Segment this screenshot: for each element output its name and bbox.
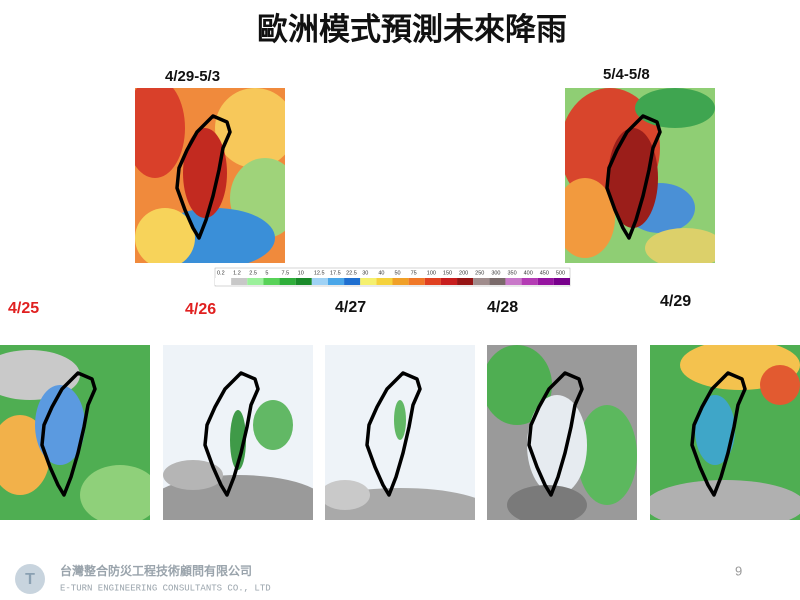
scale-label: 75 xyxy=(411,270,417,276)
rain-map xyxy=(650,345,800,520)
scale-label: 200 xyxy=(459,270,468,276)
scale-swatch xyxy=(457,278,474,285)
scale-label: 2.5 xyxy=(249,270,257,276)
scale-swatch xyxy=(537,278,554,285)
rain-map xyxy=(487,345,637,520)
day-label: 4/28 xyxy=(487,299,518,316)
rain-map xyxy=(163,345,313,520)
scale-label: 22.5 xyxy=(346,270,357,276)
rain-map xyxy=(135,88,285,263)
logo xyxy=(15,564,45,594)
scale-swatch xyxy=(311,278,328,285)
scale-label: 150 xyxy=(443,270,452,276)
scale-label: 500 xyxy=(556,270,565,276)
day-label: 4/25 xyxy=(8,300,39,317)
scale-label: 100 xyxy=(427,270,436,276)
rain-map xyxy=(565,88,715,263)
scale-swatch xyxy=(295,278,312,285)
scale-label: 10 xyxy=(298,270,304,276)
scale-label: 0.2 xyxy=(217,270,225,276)
scale-swatch xyxy=(521,278,538,285)
logo-mark: T xyxy=(25,571,35,588)
page-number: 9 xyxy=(735,563,742,578)
scale-label: 250 xyxy=(475,270,484,276)
scale-label: 450 xyxy=(540,270,549,276)
scale-swatch xyxy=(376,278,393,285)
scale-swatch xyxy=(553,278,570,285)
scale-swatch xyxy=(473,278,490,285)
day-label: 4/26 xyxy=(185,301,216,318)
scale-swatch xyxy=(344,278,361,285)
scale-label: 12.5 xyxy=(314,270,325,276)
scale-swatch xyxy=(263,278,280,285)
color-scale: 0.2 1.2 2.5 5 7.5 10 12.5 17.5 22.5 30 40 50 75 100 15… xyxy=(214,267,571,287)
scale-label: 5 xyxy=(265,270,268,276)
scale-label: 50 xyxy=(395,270,401,276)
scale-label: 40 xyxy=(378,270,384,276)
scale-swatch xyxy=(489,278,506,285)
scale-swatch xyxy=(327,278,345,285)
scale-swatch xyxy=(424,278,441,285)
company-name: 台灣整合防災工程技術顧問有限公司 xyxy=(60,563,252,578)
scale-swatch xyxy=(215,278,232,285)
scale-label: 30 xyxy=(362,270,368,276)
scale-swatch xyxy=(247,278,264,285)
scale-swatch xyxy=(440,278,458,285)
scale-swatch xyxy=(392,278,409,285)
scale-swatch xyxy=(231,278,248,285)
scale-label: 300 xyxy=(491,270,500,276)
scale-label: 400 xyxy=(524,270,533,276)
scale-label: 17.5 xyxy=(330,270,341,276)
scale-swatch xyxy=(279,278,296,285)
scale-label: 7.5 xyxy=(282,270,290,276)
scale-swatch xyxy=(360,278,377,285)
scale-label: 350 xyxy=(507,270,516,276)
slide-title: 歐洲模式預測未來降雨 xyxy=(257,12,567,47)
scale-swatch xyxy=(505,278,522,285)
rain-map xyxy=(325,345,475,520)
period-label: 5/4-5/8 xyxy=(603,66,650,83)
scale-swatch xyxy=(408,278,425,285)
rain-map xyxy=(0,345,150,520)
period-label: 4/29-5/3 xyxy=(165,68,220,85)
day-label: 4/29 xyxy=(660,293,691,310)
scale-label: 1.2 xyxy=(233,270,241,276)
company-name-en: E-TURN ENGINEERING CONSULTANTS CO., LTD xyxy=(60,583,271,593)
day-label: 4/27 xyxy=(335,299,366,316)
